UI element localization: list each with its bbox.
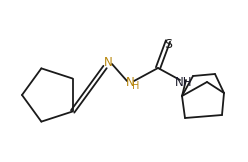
- Text: S: S: [164, 39, 172, 52]
- Text: N: N: [126, 75, 134, 88]
- Text: NH: NH: [175, 75, 193, 88]
- Text: H: H: [132, 81, 139, 91]
- Text: N: N: [104, 57, 112, 69]
